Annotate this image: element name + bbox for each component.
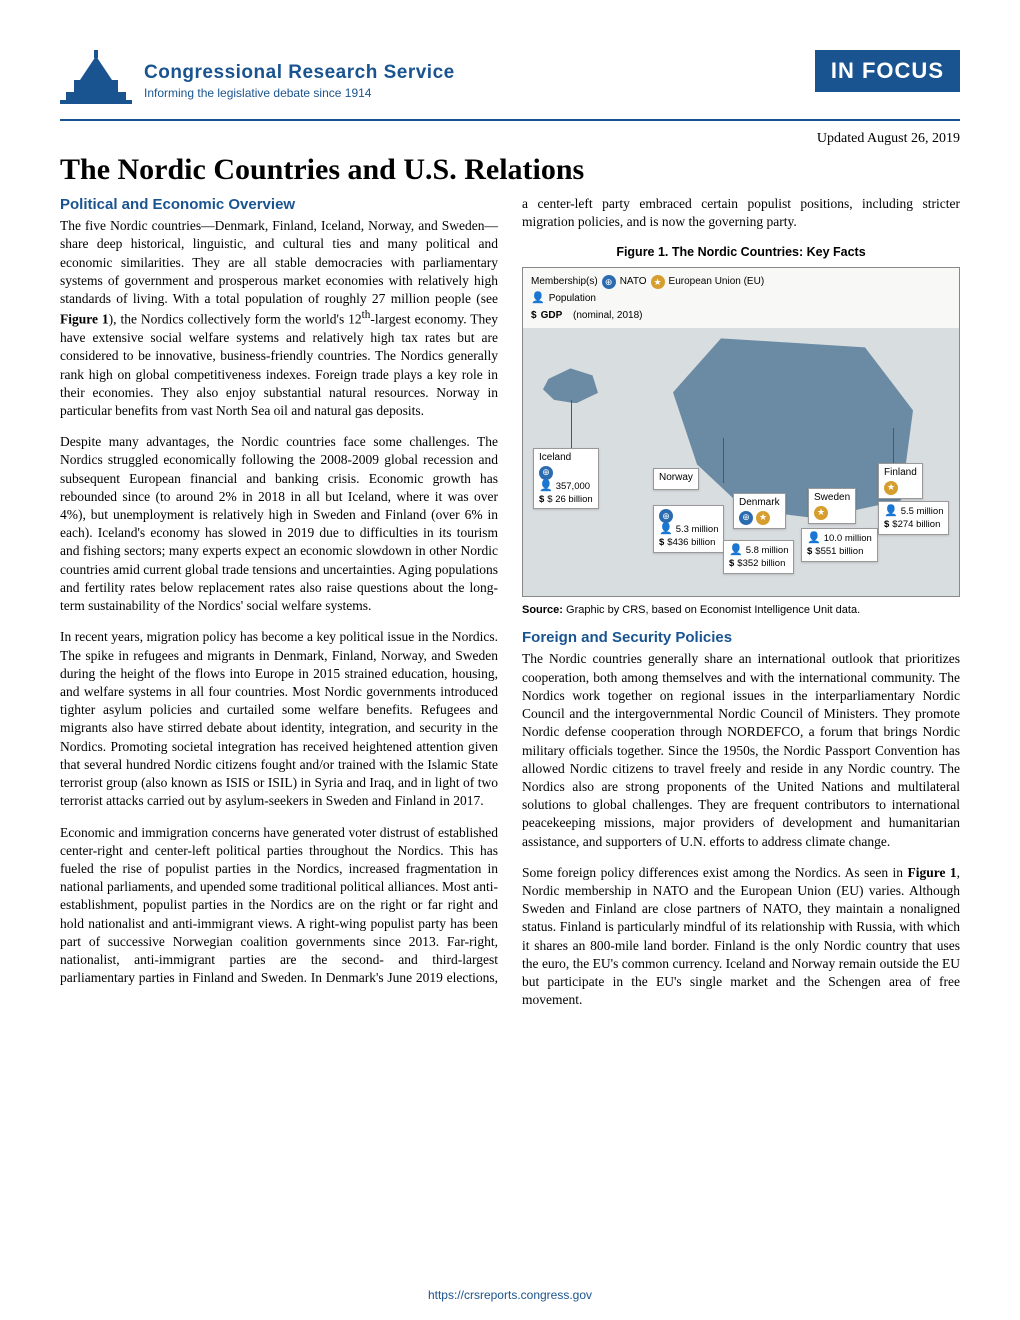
iceland-shape: [543, 368, 598, 403]
capitol-icon: [60, 50, 132, 111]
page-header: Congressional Research Service Informing…: [60, 50, 960, 121]
label-denmark: 5.8 million $$352 billion: [723, 540, 794, 574]
footer-url[interactable]: https://crsreports.congress.gov: [0, 1288, 1020, 1302]
org-subtitle: Informing the legislative debate since 1…: [144, 86, 455, 100]
date-line: Updated August 26, 2019: [60, 131, 960, 147]
label-finland: 5.5 million $$274 billion: [878, 501, 949, 535]
para-5: The Nordic countries generally share an …: [522, 650, 960, 850]
foreign-heading: Foreign and Security Policies: [522, 628, 960, 648]
eu-icon: ★: [651, 275, 665, 289]
label-sweden: 10.0 million $$551 billion: [801, 528, 878, 562]
label-denmark-name: Denmark ⊕★: [733, 493, 786, 529]
para-2: Despite many advantages, the Nordic coun…: [60, 433, 498, 615]
para-3: In recent years, migration policy has be…: [60, 628, 498, 810]
scandinavia-shape: [673, 338, 913, 518]
body-columns: Political and Economic Overview The five…: [60, 195, 960, 1010]
label-sweden-name: Sweden ★: [808, 488, 856, 524]
map-container: Membership(s) ⊕NATO ★European Union (EU)…: [522, 267, 960, 597]
in-focus-badge: IN FOCUS: [815, 50, 960, 92]
label-iceland: Iceland ⊕ 357,000 $$ 26 billion: [533, 448, 599, 509]
org-text: Congressional Research Service Informing…: [144, 62, 455, 100]
org-title: Congressional Research Service: [144, 62, 455, 84]
para-1: The five Nordic countries—Denmark, Finla…: [60, 217, 498, 420]
overview-heading: Political and Economic Overview: [60, 195, 498, 215]
gdp-icon: $: [531, 308, 537, 324]
document-title: The Nordic Countries and U.S. Relations: [60, 153, 960, 187]
map-ocean: Iceland ⊕ 357,000 $$ 26 billion Norway ⊕…: [523, 328, 959, 596]
para-6: Some foreign policy differences exist am…: [522, 864, 960, 1010]
label-norway-name: Norway: [653, 468, 699, 490]
nato-icon: ⊕: [602, 275, 616, 289]
figure-title: Figure 1. The Nordic Countries: Key Fact…: [522, 244, 960, 261]
logo-block: Congressional Research Service Informing…: [60, 50, 455, 111]
label-norway: ⊕ 5.3 million $$436 billion: [653, 505, 724, 553]
figure-source: Source: Graphic by CRS, based on Economi…: [522, 603, 960, 618]
population-icon: [531, 290, 545, 308]
label-finland-name: Finland ★: [878, 463, 923, 499]
map-legend: Membership(s) ⊕NATO ★European Union (EU)…: [531, 274, 764, 324]
figure-1: Figure 1. The Nordic Countries: Key Fact…: [522, 244, 960, 618]
